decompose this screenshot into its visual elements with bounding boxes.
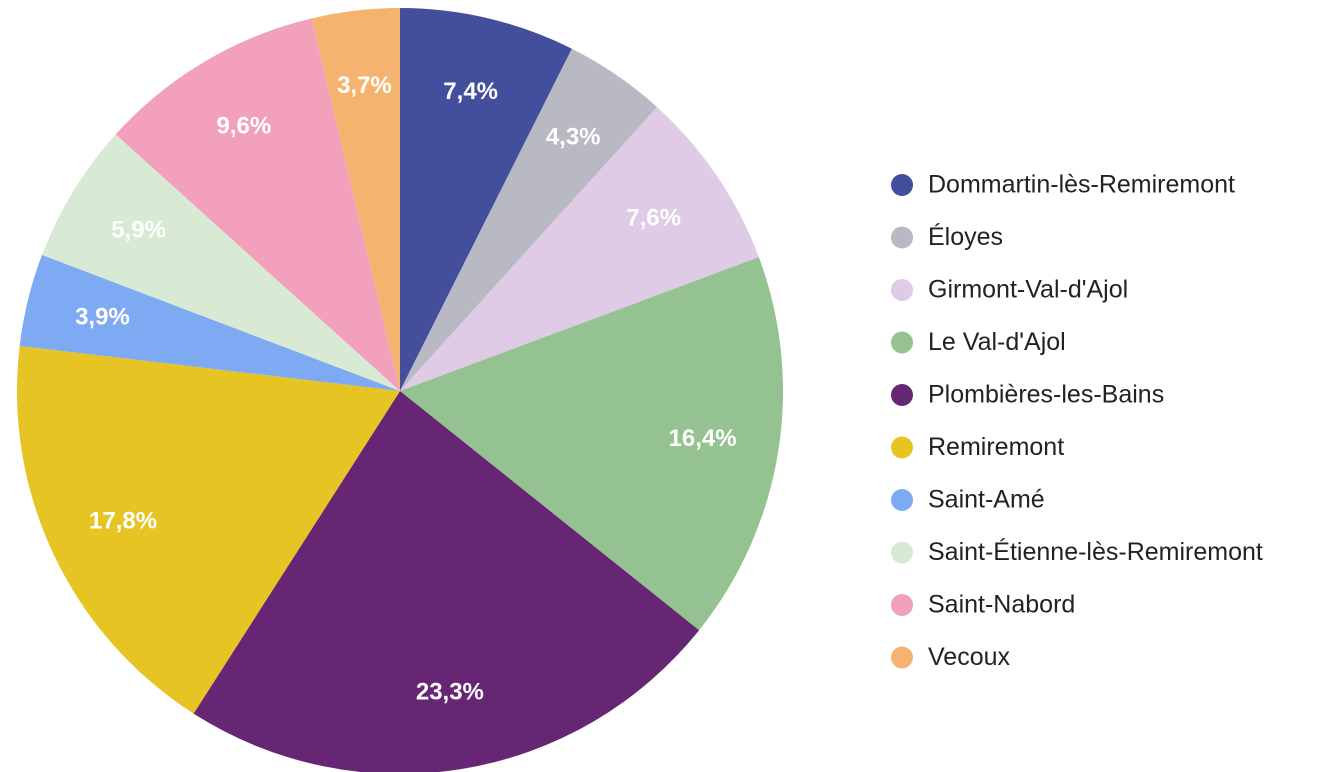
pie-slice — [115, 18, 401, 391]
value-label: 3,9% — [75, 303, 130, 330]
legend-swatch — [891, 384, 913, 406]
legend-swatch — [891, 646, 913, 669]
pie-slice — [16, 345, 400, 714]
value-label: 7,6% — [626, 204, 681, 231]
value-label: 4,3% — [546, 124, 601, 151]
legend-swatch — [891, 436, 913, 459]
legend-label: Saint-Nabord — [928, 591, 1075, 619]
pie-slice — [41, 134, 401, 391]
legend-swatch — [891, 594, 913, 616]
value-label: 9,6% — [217, 113, 272, 140]
legend-swatch — [891, 331, 913, 354]
value-label: 3,7% — [337, 72, 392, 99]
legend-label: Girmont-Val-d'Ajol — [928, 276, 1128, 304]
value-label: 23,3% — [416, 679, 484, 706]
legend-swatch — [891, 541, 913, 564]
legend-label: Saint-Étienne-lès-Remiremont — [928, 537, 1263, 566]
pie-slice — [400, 8, 572, 391]
value-label: 7,4% — [443, 78, 498, 105]
legend-label: Plombières-les-Bains — [928, 381, 1164, 409]
value-label: 16,4% — [669, 425, 737, 452]
legend-swatch — [891, 279, 913, 301]
pie-slice — [400, 257, 783, 631]
value-label: 5,9% — [111, 217, 166, 244]
legend-label: Éloyes — [928, 222, 1003, 251]
legend-swatch — [891, 489, 913, 511]
legend-label: Dommartin-lès-Remiremont — [928, 171, 1235, 199]
legend-label: Remiremont — [928, 433, 1064, 461]
legend-swatch — [891, 226, 913, 249]
legend-label: Saint-Amé — [928, 486, 1045, 514]
legend-swatch — [891, 174, 913, 196]
pie-slice — [19, 254, 400, 391]
legend-label: Le Val-d'Ajol — [928, 328, 1066, 356]
legend-label: Vecoux — [928, 643, 1011, 671]
pie-slice — [400, 107, 759, 392]
pie-slice — [400, 48, 658, 391]
pie-slice — [311, 8, 400, 391]
value-label: 17,8% — [89, 507, 157, 534]
pie-slice — [193, 391, 700, 772]
